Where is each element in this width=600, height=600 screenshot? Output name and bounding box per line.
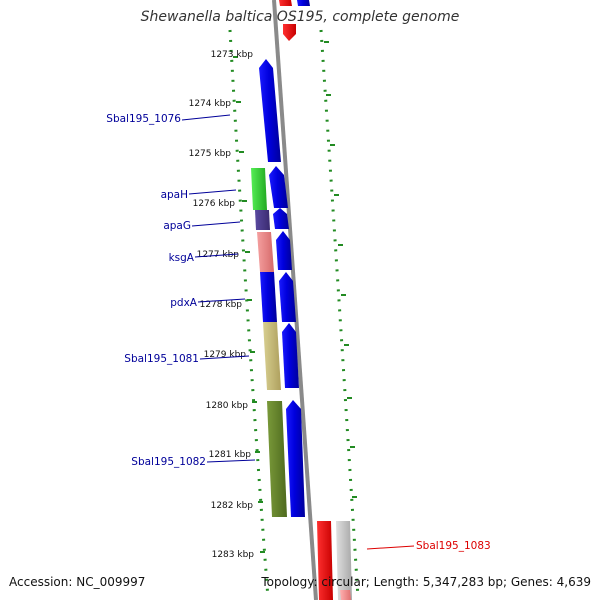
- genome-backbone: [272, 0, 318, 600]
- right-tick-track: [319, 29, 360, 599]
- gene-label[interactable]: apaG: [163, 220, 191, 232]
- gene-leader-line: [191, 221, 241, 227]
- gene-block-apah: [251, 168, 267, 210]
- gene-leader-line: [206, 459, 256, 463]
- kbp-tick-label: 1283 kbp: [212, 550, 255, 560]
- accession-text: Accession: NC_009997: [9, 575, 146, 589]
- gene-block-pdxa: [260, 272, 277, 322]
- gene-leader-line: [366, 545, 415, 550]
- gene-arrow-apag: [273, 208, 289, 229]
- kbp-tick-label: 1282 kbp: [211, 501, 254, 511]
- gene-label[interactable]: Sbal195_1083: [416, 540, 491, 552]
- gene-arrow-sbal195-1076: [259, 59, 281, 162]
- right-tick-marks: [324, 41, 357, 498]
- gene-arrow-pdxa: [279, 272, 296, 322]
- gene-block-sbal195-1083: [317, 521, 333, 600]
- topology-text: Topology: circular; Length: 5,347,283 bp…: [261, 575, 591, 589]
- kbp-tick-label: 1281 kbp: [209, 450, 252, 460]
- gene-block-sbal195-1082: [267, 401, 287, 517]
- kbp-tick-label: 1276 kbp: [193, 199, 236, 209]
- gene-arrow-ksga: [276, 231, 292, 270]
- kbp-tick-label: 1275 kbp: [189, 149, 232, 159]
- gene-block-sbal195-1083-grey: [336, 521, 352, 600]
- top-reverse-gene: [279, 0, 292, 6]
- gene-leader-line: [199, 355, 250, 360]
- gene-leader-line: [188, 189, 237, 195]
- gene-arrow-sbal195-1081: [282, 323, 299, 388]
- left-tick-track: [228, 29, 270, 599]
- gene-label[interactable]: ksgA: [169, 252, 195, 264]
- gene-block-apag: [255, 210, 270, 230]
- gene-leader-line: [194, 253, 239, 258]
- top-forward-gene: [297, 0, 310, 6]
- kbp-tick-label: 1280 kbp: [206, 401, 249, 411]
- kbp-tick-label: 1273 kbp: [211, 50, 254, 60]
- kbp-tick-label: 1279 kbp: [204, 350, 247, 360]
- gene-label-layer: Sbal195_1076 apaH apaG ksgA pdxA Sbal195_1081…: [106, 113, 490, 552]
- gene-label[interactable]: pdxA: [170, 297, 198, 309]
- kbp-tick-label: 1274 kbp: [189, 99, 232, 109]
- gene-arrow-sbal195-1082: [286, 400, 305, 517]
- gene-block-sbal195-1081: [263, 322, 281, 390]
- top-reverse-arrow: [283, 24, 296, 41]
- gene-label[interactable]: apaH: [161, 189, 188, 201]
- gene-label[interactable]: Sbal195_1076: [106, 113, 181, 125]
- gene-leader-line: [181, 114, 231, 121]
- gene-block-ksga: [257, 232, 274, 272]
- genome-title: Shewanella baltica OS195, complete genom…: [140, 9, 460, 25]
- gene-arrow-apah: [269, 166, 288, 208]
- gene-label[interactable]: Sbal195_1081: [124, 353, 199, 365]
- kbp-tick-label: 1278 kbp: [200, 300, 243, 310]
- gene-label[interactable]: Sbal195_1082: [131, 456, 206, 468]
- gene-block-sbal195-1083-pink: [340, 590, 351, 600]
- gene-leader-line: [197, 298, 246, 303]
